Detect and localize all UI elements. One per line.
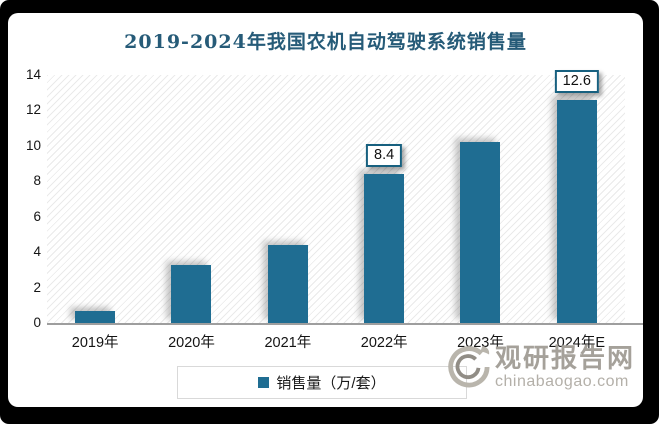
bar-2023年 [460,142,501,323]
bar-2019年 [75,310,116,323]
watermark: 观研报告网 chinabaogao.com [444,342,635,395]
x-tick-label: 2020年 [168,335,215,351]
y-tick-label: 8 [33,173,41,189]
x-tick-label: 2022年 [360,335,408,351]
y-tick-label: 10 [25,137,41,153]
bar-slot [143,75,239,323]
legend-swatch-icon [258,377,270,388]
watermark-name: 观研报告网 [494,344,635,375]
bar-2024年E [556,99,597,323]
chart-title: 2019-2024年我国农机自动驾驶系统销售量 [124,31,527,53]
bar-2020年 [171,264,212,323]
x-axis: 2019年 2020年 2021年 2022年 2023年 2024年E [47,331,625,352]
y-tick-label: 4 [33,244,41,260]
plot-area: 8.4 12.6 [47,69,625,323]
bar-slot [432,75,528,323]
y-tick-label: 12 [25,102,41,118]
data-label: 8.4 [366,144,403,168]
y-tick-label: 14 [25,67,41,82]
bar-2021年 [267,245,308,323]
bar-slot [240,75,336,323]
bar-2022年 [364,174,405,323]
bar-slot: 12.6 [529,69,625,323]
watermark-domain: chinabaogao.com [494,372,629,390]
chart-card: 2019-2024年我国农机自动驾驶系统销售量 0 2 4 6 8 10 12 14 8.4 1… [8,13,643,407]
watermark-text: 观研报告网 chinabaogao.com [495,346,635,390]
y-axis: 0 2 4 6 8 10 12 14 [8,13,42,407]
y-tick-label: 6 [33,208,41,224]
x-tick-label: 2019年 [71,335,119,351]
x-tick-label: 2021年 [264,335,312,351]
bar-slot [47,75,143,323]
bar-series: 8.4 12.6 [47,69,625,323]
y-tick-label: 0 [33,315,41,330]
x-tick-label: 2024年E [548,335,606,351]
bar-slot: 8.4 [336,75,432,323]
legend-label: 销售量（万/套） [276,375,386,392]
data-label: 12.6 [554,69,599,93]
legend-box: 销售量（万/套） [177,366,467,399]
swirl-logo-icon [444,342,490,395]
y-tick-label: 2 [33,279,41,295]
x-axis-line [47,323,643,325]
